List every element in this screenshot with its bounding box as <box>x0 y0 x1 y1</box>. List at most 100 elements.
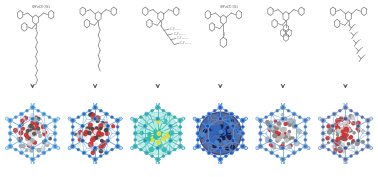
Circle shape <box>30 132 33 135</box>
Circle shape <box>259 119 261 121</box>
Circle shape <box>227 135 229 138</box>
Circle shape <box>225 110 226 111</box>
Circle shape <box>223 127 228 131</box>
Circle shape <box>349 115 353 118</box>
Circle shape <box>35 118 37 120</box>
Circle shape <box>39 134 42 137</box>
Circle shape <box>271 143 275 147</box>
Circle shape <box>334 148 337 151</box>
Circle shape <box>343 137 347 141</box>
Circle shape <box>297 129 301 133</box>
Circle shape <box>288 130 291 133</box>
Circle shape <box>104 122 107 125</box>
Circle shape <box>28 132 30 134</box>
Circle shape <box>117 145 119 147</box>
Circle shape <box>222 129 225 133</box>
Circle shape <box>336 141 340 145</box>
Circle shape <box>197 145 199 147</box>
Circle shape <box>215 141 219 144</box>
Circle shape <box>341 136 343 138</box>
Circle shape <box>342 122 345 125</box>
Circle shape <box>279 145 282 148</box>
Circle shape <box>20 145 22 148</box>
Circle shape <box>232 125 234 127</box>
Circle shape <box>26 110 28 111</box>
Circle shape <box>348 129 350 131</box>
Circle shape <box>95 146 97 148</box>
Circle shape <box>276 131 278 134</box>
Circle shape <box>220 132 224 137</box>
Circle shape <box>223 122 226 125</box>
Circle shape <box>112 149 113 150</box>
Circle shape <box>84 135 88 139</box>
Circle shape <box>26 136 28 138</box>
Circle shape <box>345 118 346 120</box>
Circle shape <box>93 129 96 132</box>
Circle shape <box>83 113 85 115</box>
Circle shape <box>266 139 269 142</box>
Circle shape <box>276 137 281 141</box>
Circle shape <box>293 113 295 115</box>
Circle shape <box>288 145 291 148</box>
Circle shape <box>231 145 234 149</box>
Circle shape <box>227 127 229 129</box>
Circle shape <box>37 155 39 157</box>
Circle shape <box>273 126 276 128</box>
Circle shape <box>362 130 364 132</box>
Circle shape <box>90 131 94 135</box>
Circle shape <box>43 129 45 131</box>
Circle shape <box>45 134 48 137</box>
Circle shape <box>19 137 22 140</box>
Circle shape <box>339 110 341 111</box>
Circle shape <box>42 147 45 150</box>
Circle shape <box>367 145 369 147</box>
Circle shape <box>136 112 179 155</box>
Circle shape <box>332 140 334 142</box>
Circle shape <box>287 121 291 125</box>
Circle shape <box>91 119 94 122</box>
Circle shape <box>346 126 349 129</box>
Circle shape <box>237 149 238 150</box>
Circle shape <box>242 133 243 134</box>
Circle shape <box>292 119 295 123</box>
Text: $C_nF_{2n+1}$: $C_nF_{2n+1}$ <box>176 35 190 42</box>
Circle shape <box>260 126 261 127</box>
Circle shape <box>28 126 31 129</box>
Circle shape <box>100 155 101 157</box>
Circle shape <box>271 145 273 147</box>
Circle shape <box>225 155 226 157</box>
Circle shape <box>220 136 223 139</box>
Circle shape <box>45 125 47 128</box>
Circle shape <box>277 122 281 125</box>
Circle shape <box>9 145 11 147</box>
Circle shape <box>290 144 292 147</box>
Circle shape <box>81 132 85 136</box>
Circle shape <box>287 133 290 137</box>
Circle shape <box>226 118 230 122</box>
Circle shape <box>157 118 158 120</box>
Circle shape <box>95 136 98 139</box>
Circle shape <box>117 126 118 127</box>
Circle shape <box>217 129 222 134</box>
Circle shape <box>82 128 84 130</box>
Circle shape <box>149 137 154 141</box>
Circle shape <box>78 117 79 118</box>
Circle shape <box>352 146 354 149</box>
Circle shape <box>155 133 158 136</box>
Circle shape <box>147 138 150 141</box>
Circle shape <box>277 110 278 111</box>
Circle shape <box>209 139 213 144</box>
Circle shape <box>19 131 23 135</box>
Circle shape <box>333 113 335 115</box>
Circle shape <box>332 125 334 127</box>
Circle shape <box>99 130 101 132</box>
Circle shape <box>242 145 244 147</box>
Circle shape <box>237 117 238 118</box>
Circle shape <box>33 133 36 136</box>
Circle shape <box>100 127 102 130</box>
Circle shape <box>102 121 104 123</box>
Circle shape <box>242 126 243 127</box>
Circle shape <box>221 132 223 134</box>
Circle shape <box>91 115 96 119</box>
Circle shape <box>342 133 345 136</box>
